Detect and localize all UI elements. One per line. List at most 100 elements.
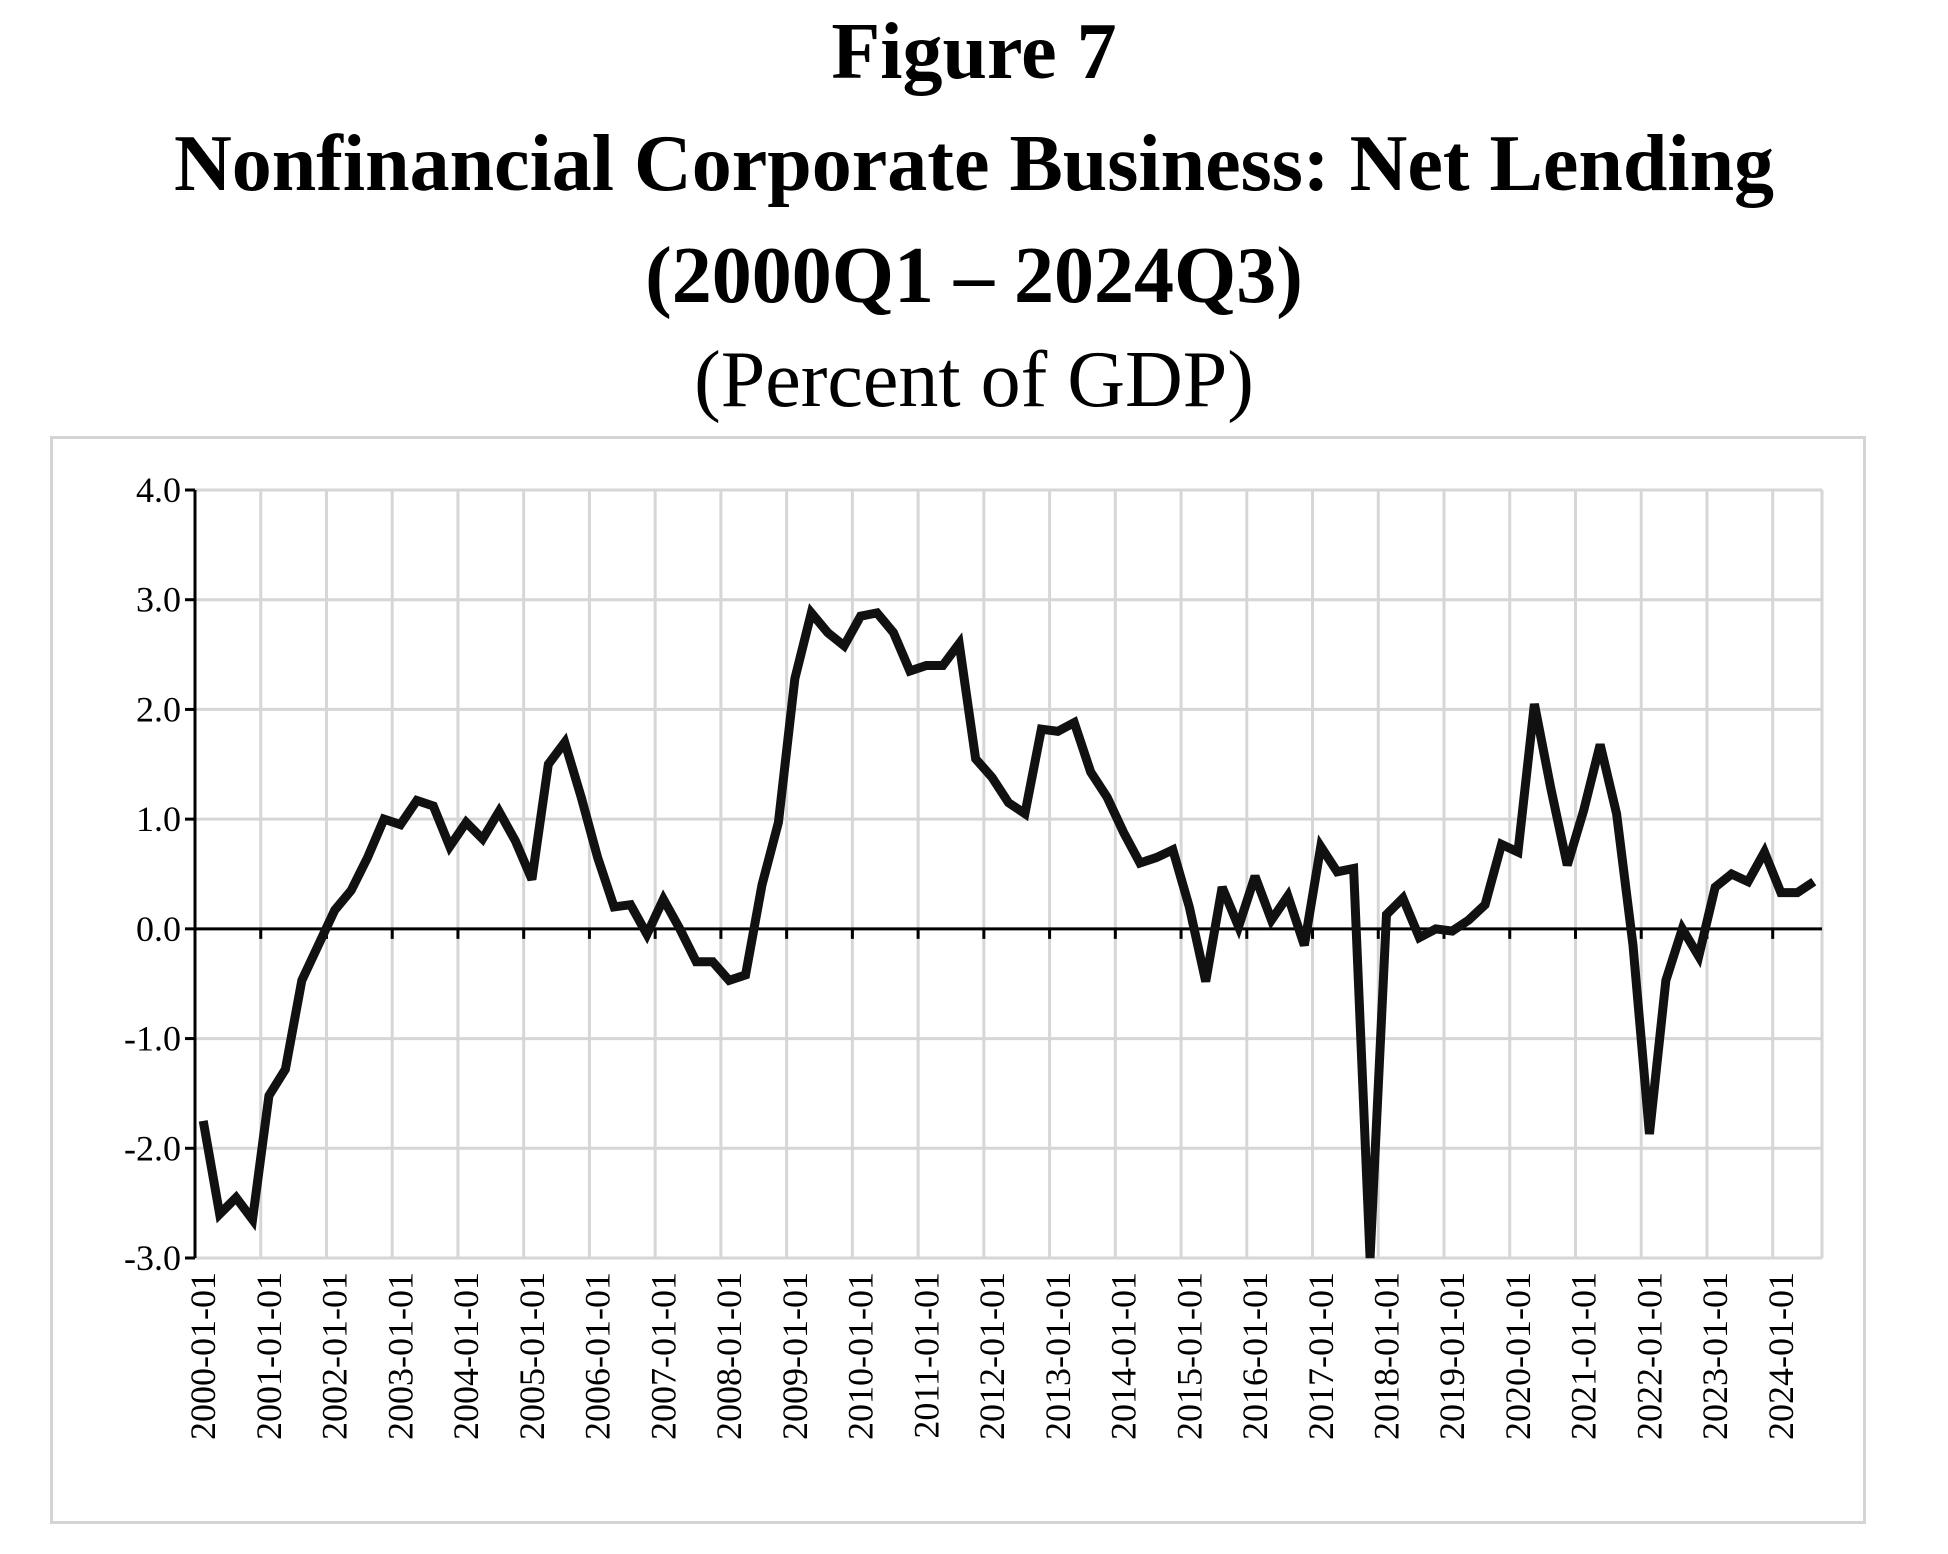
x-tick-label: 2011-01-01 [906,1272,946,1439]
data-point [1056,729,1060,733]
series-group [198,603,1817,1260]
data-point [1532,702,1536,706]
axes [185,488,1822,1260]
data-point [513,839,517,843]
data-point [1500,842,1504,846]
x-tick-label: 2003-01-01 [380,1272,420,1440]
x-tick-label: 2001-01-01 [249,1272,289,1440]
chart-frame [50,436,1866,1524]
data-point [859,614,863,618]
x-tick-label: 2018-01-01 [1366,1272,1406,1440]
data-point [497,809,501,813]
x-tick-label: 2014-01-01 [1104,1272,1144,1440]
data-point [1434,927,1438,931]
data-point [826,631,830,635]
horizontal-gridlines [195,488,1822,1260]
y-tick-label: -2.0 [124,1128,181,1168]
data-point [1664,978,1668,982]
data-point [1368,1256,1372,1260]
data-point [875,611,879,615]
net-lending-series-line [198,603,1817,1259]
chart-title: Nonfinancial Corporate Business: Net Len… [173,120,1775,208]
data-point [776,820,780,824]
data-point [1647,1132,1651,1136]
data-point [1762,850,1766,854]
y-tick-label: 3.0 [136,580,181,620]
data-point [711,960,715,964]
x-tick-label: 2004-01-01 [446,1272,486,1440]
data-point [1023,812,1027,816]
data-point [1401,896,1405,900]
data-point [1565,863,1569,867]
data-point [316,943,320,947]
data-point [1319,845,1323,849]
x-tick-label: 2024-01-01 [1761,1272,1801,1440]
data-point [629,903,633,907]
data-point [1549,786,1553,790]
y-tick-label: -1.0 [124,1019,181,1059]
data-point [1812,880,1816,884]
data-point [1171,848,1175,852]
data-point [530,877,534,881]
vertical-gridlines [259,490,1824,1258]
data-point [809,611,813,615]
data-point [481,837,485,841]
figure-label: Figure 7 [831,8,1117,96]
chart-unit: (Percent of GDP) [694,336,1254,424]
x-tick-label: 2010-01-01 [841,1272,881,1440]
data-point [924,664,928,668]
data-point [218,1212,222,1216]
data-point [1286,894,1290,898]
x-tick-label: 2006-01-01 [578,1272,618,1440]
data-point [891,631,895,635]
data-point [1138,861,1142,865]
x-tick-label: 2009-01-01 [775,1272,815,1440]
data-point [201,1119,205,1123]
data-point [760,883,764,887]
x-tick-label: 2020-01-01 [1498,1272,1538,1440]
data-point [1269,918,1273,922]
data-point [744,973,748,977]
data-point [333,908,337,912]
data-point [842,644,846,648]
x-tick-label: 2008-01-01 [709,1272,749,1440]
x-tick-label: 2019-01-01 [1432,1272,1472,1440]
data-point [974,757,978,761]
x-tick-label: 2005-01-01 [512,1272,552,1440]
data-point [1730,872,1734,876]
data-point [283,1067,287,1071]
data-point [251,1218,255,1222]
data-point [1795,891,1799,895]
data-point [234,1196,238,1200]
x-tick-label: 2021-01-01 [1564,1272,1604,1440]
data-point [1384,913,1388,917]
x-tick-label: 2015-01-01 [1169,1272,1209,1440]
data-point [579,795,583,799]
data-point [448,845,452,849]
x-tick-label: 2012-01-01 [972,1272,1012,1440]
data-point [678,927,682,931]
x-tick-label: 2023-01-01 [1695,1272,1735,1440]
data-point [1450,929,1454,933]
data-point [382,817,386,821]
data-point [612,905,616,909]
data-point [1417,936,1421,940]
x-tick-label: 2000-01-01 [183,1272,223,1440]
data-point [645,932,649,936]
data-point [661,897,665,901]
data-point [1072,721,1076,725]
data-point [1713,885,1717,889]
data-point [1105,795,1109,799]
data-point [1680,927,1684,931]
x-axis-tick-labels: 2000-01-01 2001-01-01 2002-01-01 2003-01-01… [183,1272,1801,1440]
data-point [1237,925,1241,929]
data-point [1582,808,1586,812]
data-point [957,642,961,646]
data-point [1154,856,1158,860]
data-point [1039,727,1043,731]
data-point [464,820,468,824]
data-point [1779,891,1783,895]
data-point [727,978,731,982]
data-point [349,888,353,892]
data-point [1352,867,1356,871]
